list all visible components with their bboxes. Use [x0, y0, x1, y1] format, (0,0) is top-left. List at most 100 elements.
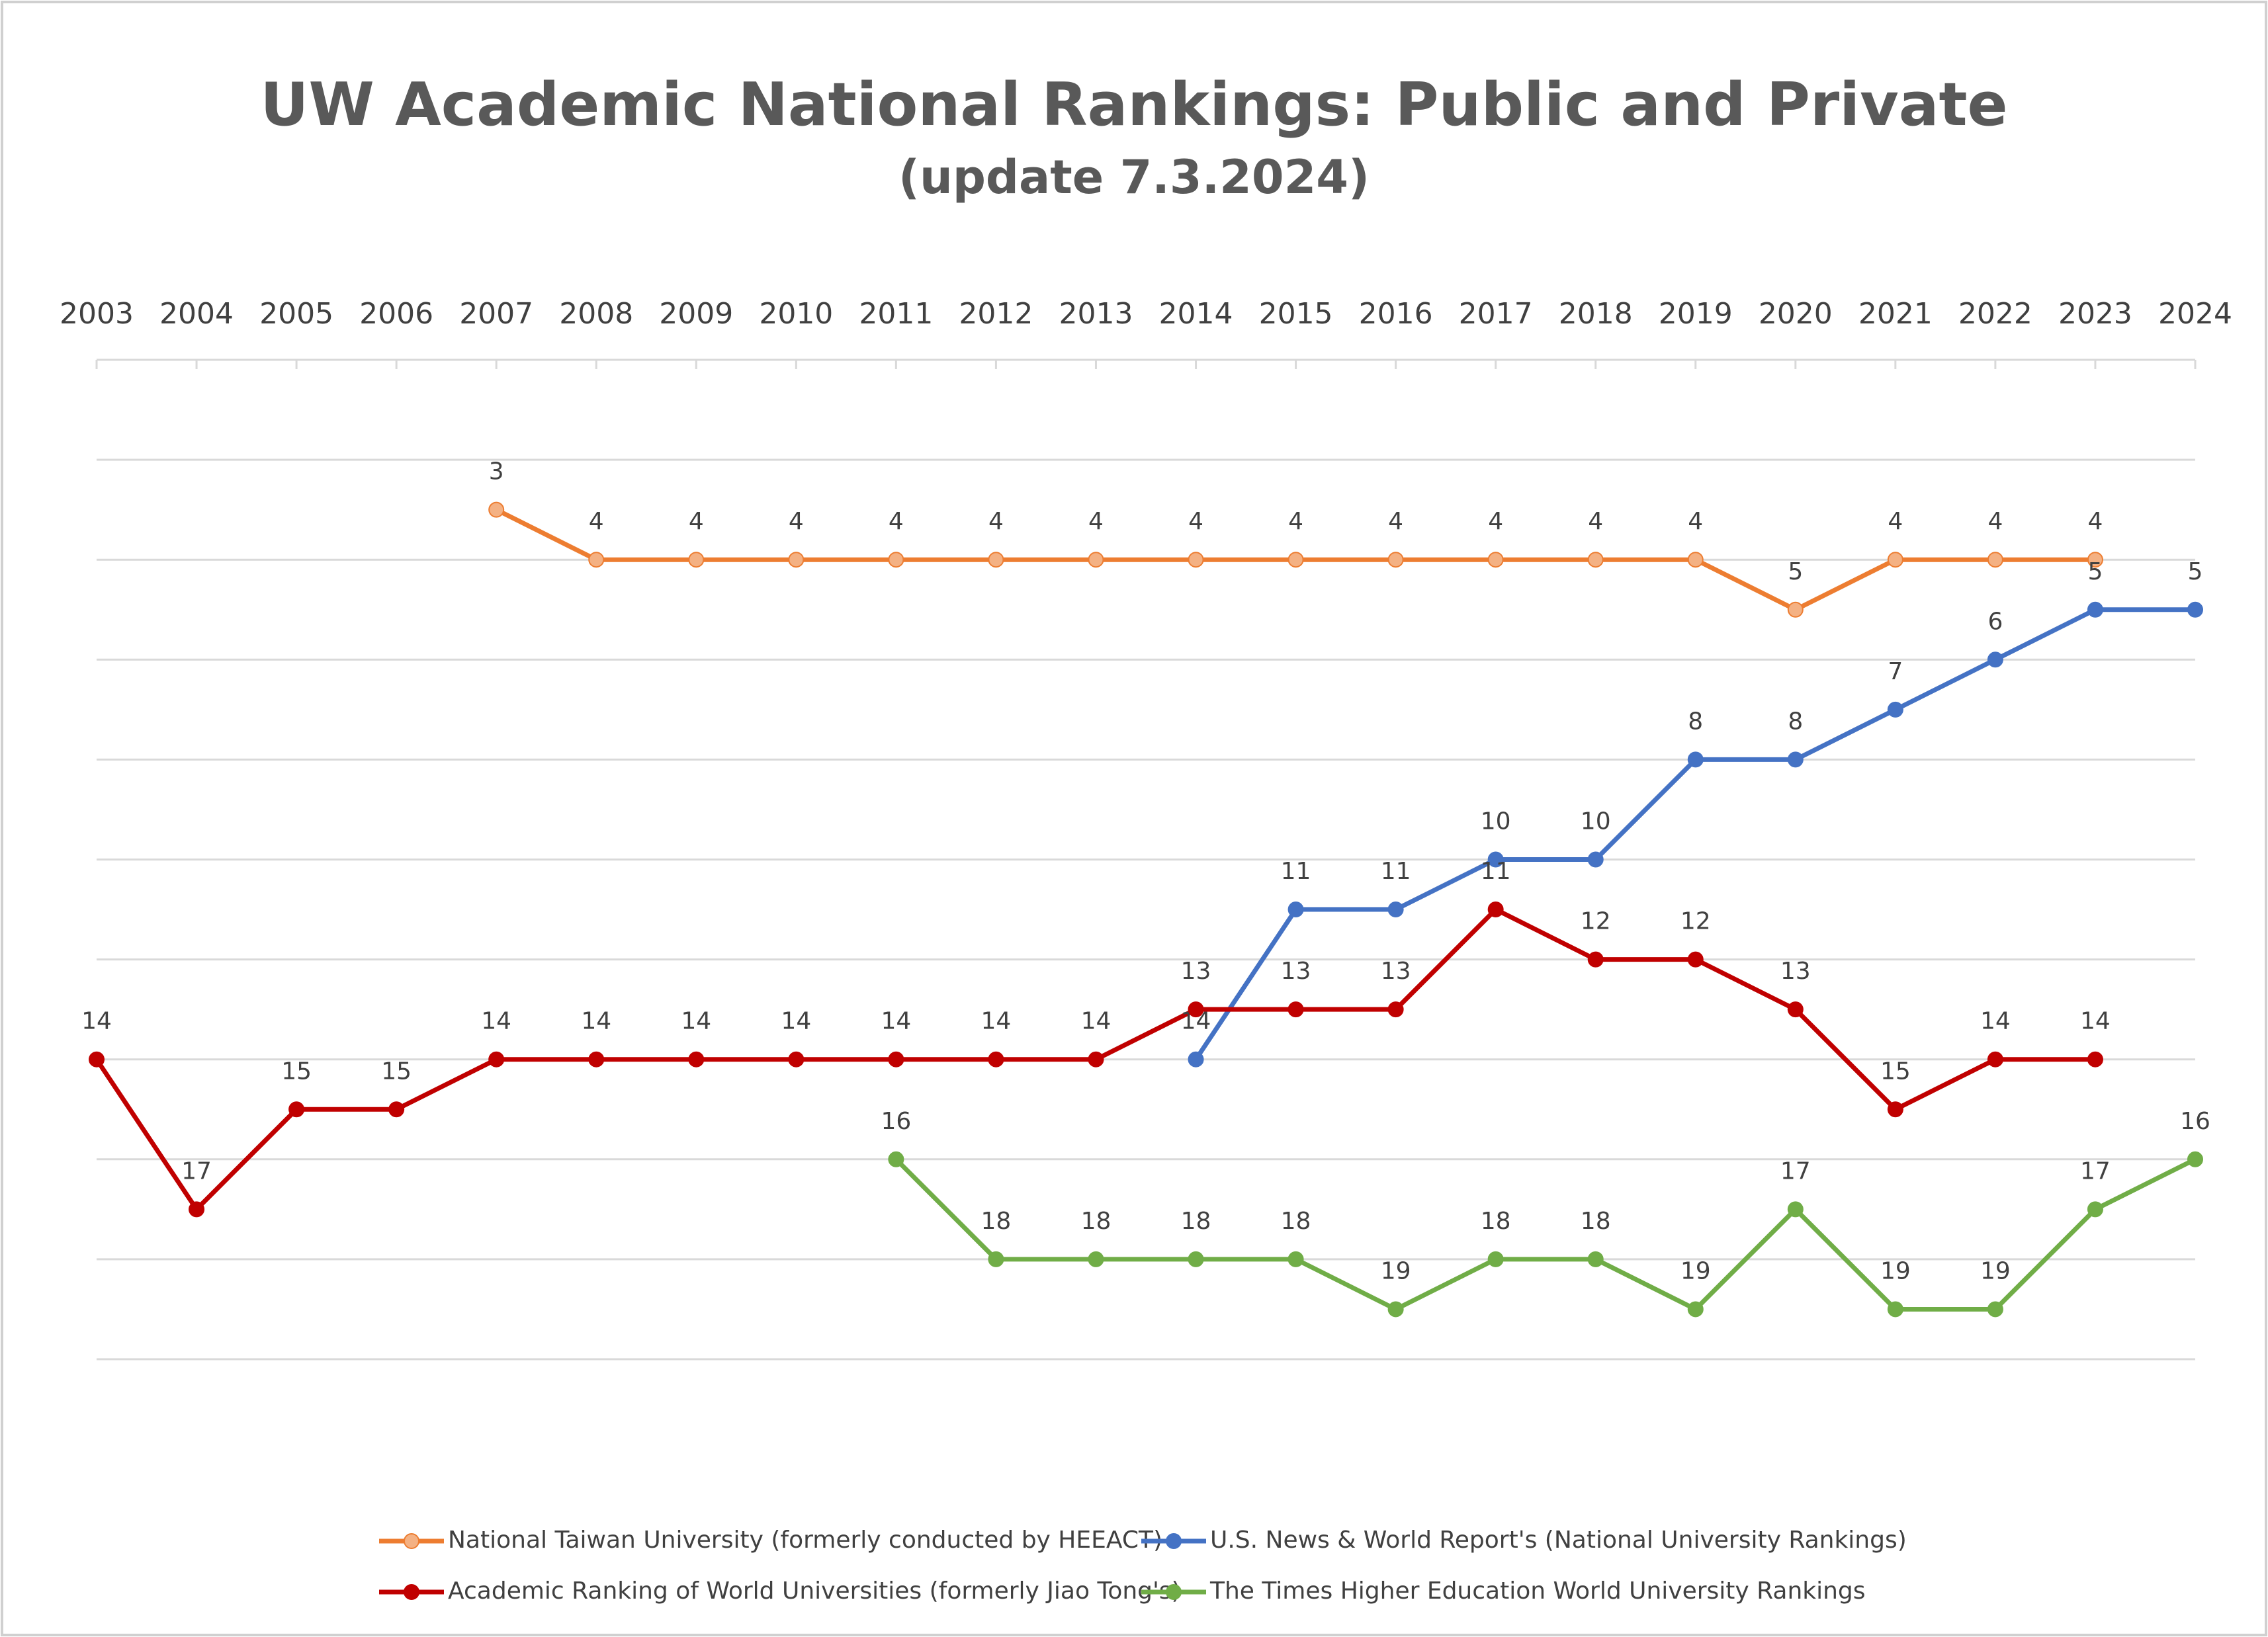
x-tick-label: 2020 — [1759, 297, 1833, 331]
data-point — [588, 1051, 605, 1068]
series-line — [894, 1157, 2197, 1312]
data-label: 4 — [589, 508, 604, 535]
data-point — [2087, 1051, 2103, 1068]
data-point — [1987, 552, 2003, 568]
data-point — [1487, 552, 1504, 568]
chart-title: UW Academic National Rankings: Public an… — [260, 70, 2007, 140]
data-point — [1887, 1301, 1903, 1318]
x-tick-label: 2022 — [1958, 297, 2032, 331]
data-point — [688, 552, 705, 568]
data-point — [1387, 552, 1404, 568]
data-point — [89, 1051, 105, 1068]
data-label: 19 — [1880, 1257, 1911, 1284]
data-label: 12 — [1581, 908, 1611, 935]
x-tick-label: 2019 — [1659, 297, 1733, 331]
data-label: 4 — [1987, 508, 2003, 535]
data-point — [1188, 552, 1204, 568]
x-tick-label: 2003 — [60, 297, 134, 331]
x-tick-label: 2004 — [159, 297, 234, 331]
data-point — [2087, 552, 2103, 568]
data-point — [288, 1101, 305, 1118]
data-point — [888, 552, 904, 568]
data-point — [1188, 1001, 1204, 1018]
data-label: 17 — [1780, 1157, 1811, 1185]
data-label: 19 — [1381, 1257, 1411, 1284]
data-point — [888, 1051, 904, 1068]
x-tick-label: 2015 — [1259, 297, 1333, 331]
x-tick-label: 2009 — [659, 297, 733, 331]
data-label: 13 — [1780, 958, 1811, 985]
data-point — [1787, 601, 1804, 618]
data-point — [888, 1151, 904, 1167]
data-label: 13 — [1381, 958, 1411, 985]
data-label: 15 — [281, 1058, 312, 1085]
data-label: 4 — [1588, 508, 1603, 535]
data-point — [488, 1051, 505, 1068]
data-point — [1088, 552, 1104, 568]
data-label: 18 — [981, 1208, 1012, 1235]
data-label: 4 — [889, 508, 904, 535]
data-point — [2087, 601, 2103, 618]
data-label: 14 — [2080, 1008, 2111, 1035]
x-tick-label: 2006 — [359, 297, 433, 331]
legend-label: Academic Ranking of World Universities (… — [448, 1577, 1181, 1605]
data-label: 15 — [381, 1058, 412, 1085]
data-label: 4 — [1288, 508, 1303, 535]
data-point — [1687, 1301, 1704, 1318]
data-point — [1088, 1051, 1104, 1068]
legend-marker — [1166, 1584, 1182, 1600]
data-point — [1487, 1251, 1504, 1267]
data-point — [1887, 701, 1903, 718]
data-point — [1387, 1301, 1404, 1318]
data-point — [788, 1051, 805, 1068]
data-point — [1088, 1251, 1104, 1267]
data-label: 14 — [1081, 1008, 1112, 1035]
x-tick-label: 2007 — [459, 297, 533, 331]
data-point — [2087, 1201, 2103, 1218]
data-label: 11 — [1281, 858, 1311, 885]
data-label: 14 — [881, 1008, 911, 1035]
data-label: 5 — [1788, 558, 1803, 585]
data-label: 10 — [1481, 808, 1511, 835]
data-label: 13 — [1281, 958, 1311, 985]
data-label: 14 — [681, 1008, 711, 1035]
data-point — [1287, 1001, 1304, 1018]
data-label: 4 — [789, 508, 804, 535]
data-label: 18 — [1581, 1208, 1611, 1235]
x-tick-label: 2010 — [759, 297, 833, 331]
chart-subtitle: (update 7.3.2024) — [898, 150, 1370, 204]
data-point — [1987, 1051, 2003, 1068]
legend-label: U.S. News & World Report's (National Uni… — [1210, 1527, 1907, 1554]
data-point — [1587, 851, 1604, 868]
data-point — [1188, 1051, 1204, 1068]
data-label: 4 — [1488, 508, 1503, 535]
data-point — [1887, 1101, 1903, 1118]
x-tick-label: 2012 — [959, 297, 1033, 331]
data-point — [1387, 1001, 1404, 1018]
data-label: 4 — [988, 508, 1004, 535]
data-point — [1587, 552, 1604, 568]
data-label: 16 — [881, 1108, 911, 1135]
data-point — [2187, 1151, 2203, 1167]
data-label: 17 — [2080, 1157, 2111, 1185]
data-point — [1487, 851, 1504, 868]
data-point — [189, 1201, 205, 1218]
data-label: 8 — [1788, 708, 1803, 735]
x-tick-label: 2016 — [1359, 297, 1433, 331]
legend-label: National Taiwan University (formerly con… — [448, 1527, 1162, 1554]
data-label: 11 — [1381, 858, 1411, 885]
x-tick-label: 2023 — [2058, 297, 2132, 331]
x-tick-label: 2024 — [2158, 297, 2232, 331]
data-label: 7 — [1888, 658, 1903, 685]
x-tick-label: 2017 — [1459, 297, 1533, 331]
data-point — [988, 1051, 1004, 1068]
data-point — [1287, 1251, 1304, 1267]
data-point — [388, 1101, 405, 1118]
data-label: 5 — [2087, 558, 2103, 585]
data-label: 4 — [2087, 508, 2103, 535]
data-label: 8 — [1688, 708, 1703, 735]
data-label: 10 — [1581, 808, 1611, 835]
legend-marker — [404, 1584, 419, 1600]
data-label: 13 — [1181, 958, 1211, 985]
